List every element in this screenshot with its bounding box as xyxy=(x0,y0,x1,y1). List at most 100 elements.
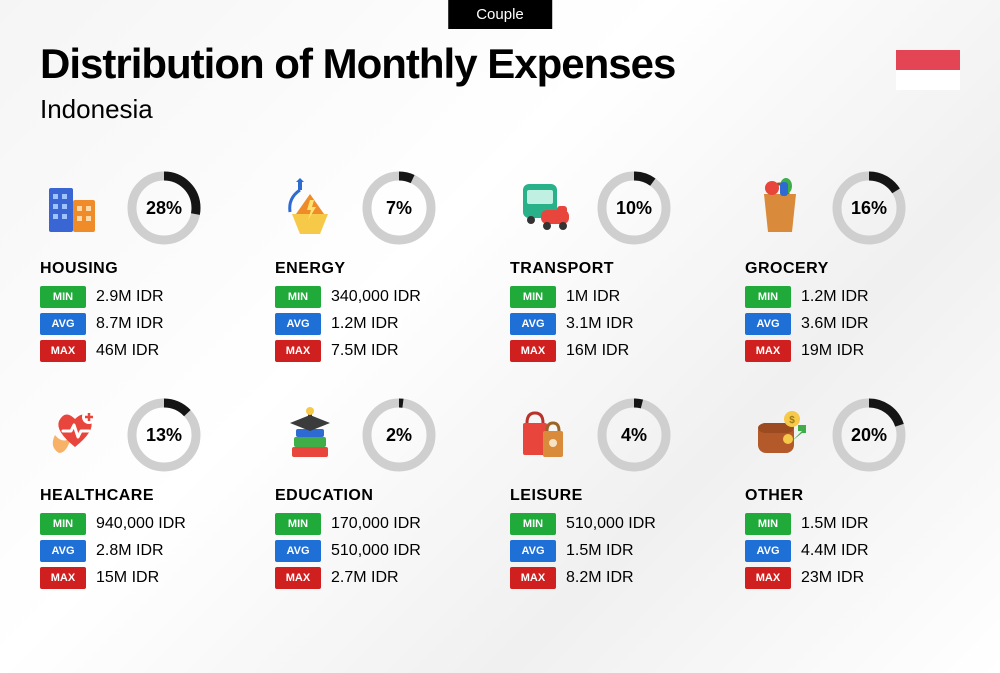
flag-top-stripe xyxy=(896,50,960,70)
max-badge: MAX xyxy=(275,567,321,589)
category-name: OTHER xyxy=(745,487,960,505)
min-badge: MIN xyxy=(275,513,321,535)
healthcare-icon xyxy=(40,400,110,470)
percent-label: 2% xyxy=(361,397,437,473)
stat-avg-row: AVG 8.7M IDR xyxy=(40,313,255,335)
avg-value: 8.7M IDR xyxy=(96,315,164,333)
min-value: 2.9M IDR xyxy=(96,288,164,306)
min-badge: MIN xyxy=(510,513,556,535)
max-value: 46M IDR xyxy=(96,342,159,360)
max-value: 16M IDR xyxy=(566,342,629,360)
avg-badge: AVG xyxy=(40,313,86,335)
stat-min-row: MIN 2.9M IDR xyxy=(40,286,255,308)
stat-min-row: MIN 1M IDR xyxy=(510,286,725,308)
stat-max-row: MAX 16M IDR xyxy=(510,340,725,362)
category-name: HOUSING xyxy=(40,260,255,278)
avg-badge: AVG xyxy=(275,540,321,562)
stat-max-row: MAX 2.7M IDR xyxy=(275,567,490,589)
avg-value: 1.2M IDR xyxy=(331,315,399,333)
min-badge: MIN xyxy=(745,513,791,535)
percent-donut: 2% xyxy=(361,397,437,473)
stat-avg-row: AVG 1.5M IDR xyxy=(510,540,725,562)
max-badge: MAX xyxy=(510,340,556,362)
housing-icon xyxy=(40,173,110,243)
category-top-row: 2% xyxy=(275,397,490,473)
stat-min-row: MIN 510,000 IDR xyxy=(510,513,725,535)
transport-icon xyxy=(510,173,580,243)
other-icon: $ xyxy=(745,400,815,470)
category-name: EDUCATION xyxy=(275,487,490,505)
header-tab: Couple xyxy=(448,0,552,29)
percent-label: 10% xyxy=(596,170,672,246)
min-value: 1M IDR xyxy=(566,288,620,306)
max-value: 2.7M IDR xyxy=(331,569,399,587)
avg-badge: AVG xyxy=(275,313,321,335)
avg-value: 3.1M IDR xyxy=(566,315,634,333)
avg-badge: AVG xyxy=(510,313,556,335)
max-badge: MAX xyxy=(510,567,556,589)
category-name: HEALTHCARE xyxy=(40,487,255,505)
flag-bottom-stripe xyxy=(896,70,960,90)
max-value: 7.5M IDR xyxy=(331,342,399,360)
min-value: 940,000 IDR xyxy=(96,515,186,533)
avg-value: 510,000 IDR xyxy=(331,542,421,560)
leisure-icon xyxy=(510,400,580,470)
grocery-icon xyxy=(745,173,815,243)
percent-donut: 7% xyxy=(361,170,437,246)
stat-avg-row: AVG 2.8M IDR xyxy=(40,540,255,562)
percent-label: 28% xyxy=(126,170,202,246)
page-subtitle: Indonesia xyxy=(40,94,960,125)
min-badge: MIN xyxy=(40,513,86,535)
page-title: Distribution of Monthly Expenses xyxy=(40,40,960,88)
header: Distribution of Monthly Expenses Indones… xyxy=(40,40,960,125)
category-name: GROCERY xyxy=(745,260,960,278)
avg-value: 2.8M IDR xyxy=(96,542,164,560)
percent-donut: 4% xyxy=(596,397,672,473)
min-badge: MIN xyxy=(275,286,321,308)
percent-label: 20% xyxy=(831,397,907,473)
category-top-row: 28% xyxy=(40,170,255,246)
avg-badge: AVG xyxy=(510,540,556,562)
category-top-row: 10% xyxy=(510,170,725,246)
category-grid: 28% HOUSING MIN 2.9M IDR AVG 8.7M IDR MA… xyxy=(40,170,960,594)
max-badge: MAX xyxy=(40,567,86,589)
category-name: ENERGY xyxy=(275,260,490,278)
category-card: 2% EDUCATION MIN 170,000 IDR AVG 510,000… xyxy=(275,397,490,594)
stat-max-row: MAX 15M IDR xyxy=(40,567,255,589)
max-badge: MAX xyxy=(745,340,791,362)
category-top-row: 16% xyxy=(745,170,960,246)
max-badge: MAX xyxy=(745,567,791,589)
category-top-row: 7% xyxy=(275,170,490,246)
min-value: 170,000 IDR xyxy=(331,515,421,533)
max-badge: MAX xyxy=(275,340,321,362)
min-badge: MIN xyxy=(40,286,86,308)
category-top-row: 4% xyxy=(510,397,725,473)
svg-text:$: $ xyxy=(789,415,795,426)
category-card: $ 20% OTHER MIN 1.5M IDR AVG 4.4M IDR MA… xyxy=(745,397,960,594)
stat-min-row: MIN 340,000 IDR xyxy=(275,286,490,308)
stat-min-row: MIN 1.2M IDR xyxy=(745,286,960,308)
min-value: 510,000 IDR xyxy=(566,515,656,533)
category-card: 16% GROCERY MIN 1.2M IDR AVG 3.6M IDR MA… xyxy=(745,170,960,367)
percent-donut: 28% xyxy=(126,170,202,246)
category-name: LEISURE xyxy=(510,487,725,505)
stat-max-row: MAX 46M IDR xyxy=(40,340,255,362)
min-value: 340,000 IDR xyxy=(331,288,421,306)
energy-icon xyxy=(275,173,345,243)
stat-avg-row: AVG 510,000 IDR xyxy=(275,540,490,562)
max-badge: MAX xyxy=(40,340,86,362)
stat-avg-row: AVG 3.1M IDR xyxy=(510,313,725,335)
percent-label: 4% xyxy=(596,397,672,473)
category-card: 10% TRANSPORT MIN 1M IDR AVG 3.1M IDR MA… xyxy=(510,170,725,367)
percent-label: 7% xyxy=(361,170,437,246)
stat-max-row: MAX 19M IDR xyxy=(745,340,960,362)
min-value: 1.5M IDR xyxy=(801,515,869,533)
category-card: 7% ENERGY MIN 340,000 IDR AVG 1.2M IDR M… xyxy=(275,170,490,367)
min-badge: MIN xyxy=(510,286,556,308)
avg-badge: AVG xyxy=(745,540,791,562)
category-card: 4% LEISURE MIN 510,000 IDR AVG 1.5M IDR … xyxy=(510,397,725,594)
max-value: 8.2M IDR xyxy=(566,569,634,587)
percent-label: 16% xyxy=(831,170,907,246)
percent-donut: 10% xyxy=(596,170,672,246)
stat-max-row: MAX 7.5M IDR xyxy=(275,340,490,362)
